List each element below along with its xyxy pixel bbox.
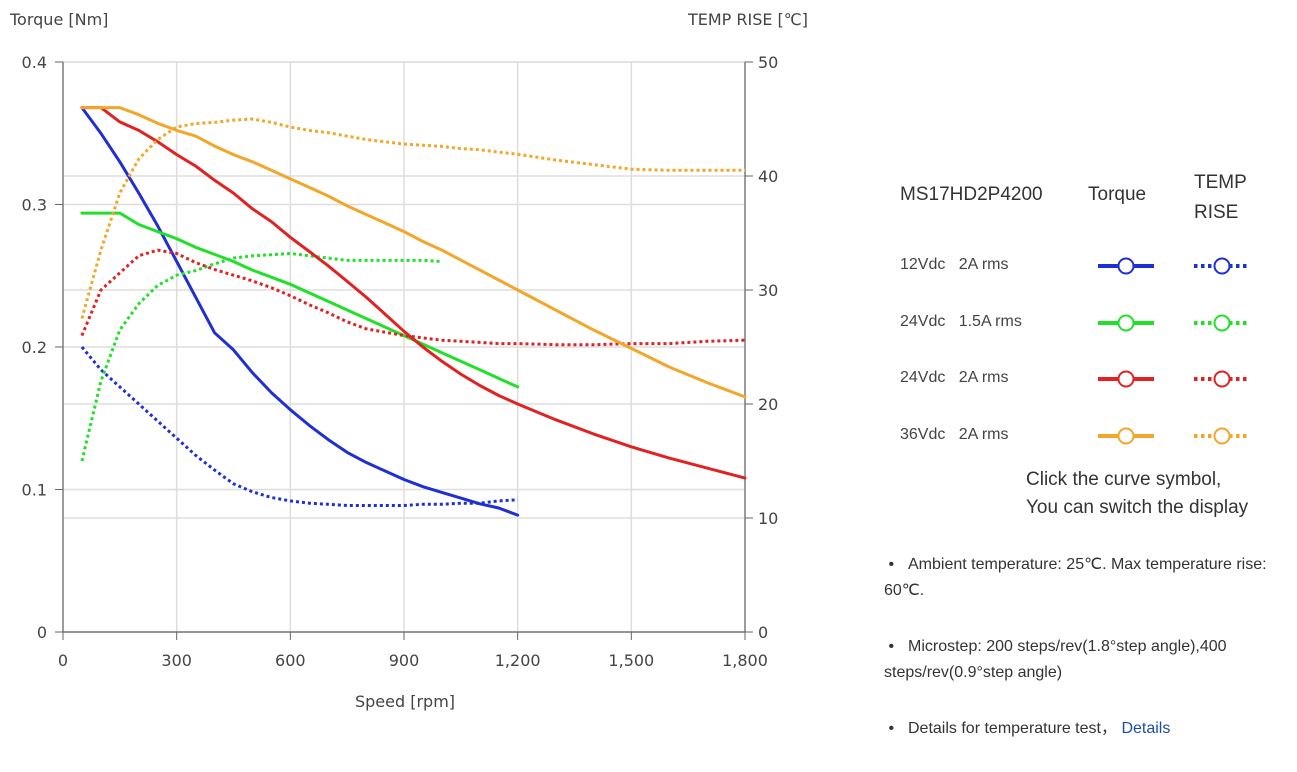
series-line-24vdc-1-5a-rms-torque xyxy=(80,211,520,389)
y2-tick-label: 30 xyxy=(758,281,778,300)
torque-symbol-24vdc-2a[interactable] xyxy=(1096,367,1156,391)
legend-torque-header: Torque xyxy=(1088,184,1147,205)
bullet-icon: • xyxy=(884,638,895,655)
y2-axis-title: TEMP RISE [℃] xyxy=(687,10,808,29)
series-line-12vdc-2a-rms-torque xyxy=(80,106,520,517)
note-item: • Details for temperature test， Details xyxy=(884,716,1284,742)
legend-hint: Click the curve symbol, You can switch t… xyxy=(1026,466,1248,522)
bullet-icon: • xyxy=(884,720,895,737)
hint-line-2: You can switch the display xyxy=(1026,497,1249,518)
y-tick-label: 0 xyxy=(37,623,47,642)
bullet-icon: • xyxy=(884,556,895,573)
y-axis-title: Torque [Nm] xyxy=(9,10,108,29)
x-tick-label: 0 xyxy=(58,651,68,670)
y-tick-label: 0.1 xyxy=(22,481,47,500)
axes xyxy=(55,61,753,640)
note-ambient-temp: Ambient temperature: 25℃. Max temperatur… xyxy=(884,556,1267,599)
y2-tick-label: 50 xyxy=(758,53,778,72)
x-tick-label: 300 xyxy=(161,651,192,670)
y2-tick-label: 0 xyxy=(758,623,768,642)
temp-symbol-12vdc[interactable] xyxy=(1192,254,1252,278)
note-item: • Ambient temperature: 25℃. Max temperatu… xyxy=(884,552,1284,604)
legend-row-36vdc: 36Vdc 2A rms xyxy=(900,424,1260,448)
legend-row-24vdc-2a: 24Vdc 2A rms xyxy=(900,367,1260,391)
x-tick-label: 900 xyxy=(389,651,420,670)
torque-symbol-12vdc[interactable] xyxy=(1096,254,1156,278)
note-item: • Microstep: 200 steps/rev(1.8°step angle… xyxy=(884,634,1284,686)
y-tick-label: 0.2 xyxy=(22,338,47,357)
torque-symbol-36vdc[interactable] xyxy=(1096,424,1156,448)
legend-row-label: 24Vdc 2A rms xyxy=(900,369,1009,386)
chart: 0 300 600 900 1,200 1,500 1,800 0 0.1 0.2 0.3 0.4 0 1… xyxy=(9,10,808,711)
series-line-24vdc-2a-rms-torque xyxy=(80,106,747,480)
series-line-36vdc-2a-rms-temp-rise xyxy=(80,117,745,319)
y2-tick-label: 20 xyxy=(758,395,778,414)
series-line-36vdc-2a-rms-torque xyxy=(80,106,747,399)
legend-header: MS17HD2P4200 Torque TEMP RISE xyxy=(900,160,1280,230)
legend-row-label: 36Vdc 2A rms xyxy=(900,426,1009,443)
legend-model-name: MS17HD2P4200 xyxy=(900,184,1043,205)
temp-symbol-24vdc-2a[interactable] xyxy=(1192,367,1252,391)
legend-row-12vdc: 12Vdc 2A rms xyxy=(900,254,1260,278)
note-microstep: Microstep: 200 steps/rev(1.8°step angle)… xyxy=(884,638,1227,681)
y-tick-label: 0.4 xyxy=(22,53,47,72)
details-link[interactable]: Details xyxy=(1121,720,1171,737)
x-tick-label: 1,200 xyxy=(495,651,541,670)
temp-symbol-24vdc-1-5a[interactable] xyxy=(1192,311,1252,335)
tick-labels: 0 300 600 900 1,200 1,500 1,800 0 0.1 0.2 0.3 0.4 0 1… xyxy=(22,53,779,670)
y2-tick-label: 10 xyxy=(758,509,778,528)
torque-symbol-24vdc-1-5a[interactable] xyxy=(1096,311,1156,335)
legend-row-label: 24Vdc 1.5A rms xyxy=(900,313,1022,330)
temp-symbol-36vdc[interactable] xyxy=(1192,424,1252,448)
series-layer xyxy=(80,106,747,517)
y2-tick-label: 40 xyxy=(758,167,778,186)
legend-row-24vdc-1-5a: 24Vdc 1.5A rms xyxy=(900,311,1260,335)
series-line-24vdc-2a-rms-temp-rise xyxy=(80,248,746,347)
series-line-12vdc-2a-rms-temp-rise xyxy=(80,346,518,507)
x-axis-title: Speed [rpm] xyxy=(355,692,455,711)
y-tick-label: 0.3 xyxy=(22,196,47,215)
x-tick-label: 1,800 xyxy=(722,651,768,670)
x-tick-label: 1,500 xyxy=(608,651,654,670)
notes-list: • Ambient temperature: 25℃. Max temperatu… xyxy=(884,552,1284,772)
hint-line-1: Click the curve symbol, xyxy=(1026,469,1222,490)
note-temp-test: Details for temperature test， xyxy=(908,720,1117,737)
legend-temp-header: TEMP RISE xyxy=(1194,172,1247,223)
x-tick-label: 600 xyxy=(275,651,306,670)
legend-row-label: 12Vdc 2A rms xyxy=(900,256,1009,273)
